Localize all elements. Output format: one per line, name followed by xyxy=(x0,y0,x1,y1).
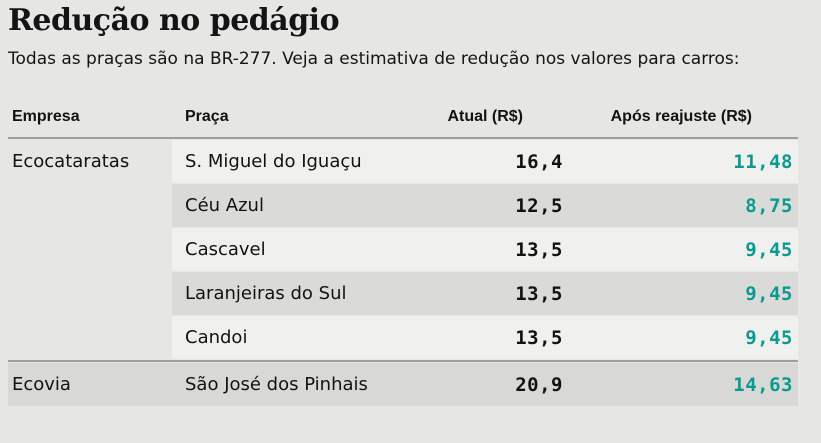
table-row: Ecocataratas S. Miguel do Iguaçu 16,4 11… xyxy=(8,140,798,183)
cell-atual: 12,5 xyxy=(515,194,563,217)
cell-apos-reajuste: 8,75 xyxy=(745,194,793,217)
cell-praca: S. Miguel do Iguaçu xyxy=(185,151,362,172)
cell-empresa xyxy=(8,184,172,227)
row-stripe: Laranjeiras do Sul 13,5 9,45 xyxy=(172,272,798,315)
table-row: Cascavel 13,5 9,45 xyxy=(8,228,798,271)
table-row: Céu Azul 12,5 8,75 xyxy=(8,184,798,227)
cell-apos-reajuste: 11,48 xyxy=(733,150,793,173)
company-group-divider xyxy=(8,360,798,362)
cell-atual: 16,4 xyxy=(515,150,563,173)
row-stripe: Céu Azul 12,5 8,75 xyxy=(172,184,798,227)
cell-praca: Candoi xyxy=(185,327,248,348)
row-stripe: Cascavel 13,5 9,45 xyxy=(172,228,798,271)
page-title: Redução no pedágio xyxy=(8,3,340,38)
toll-table: Empresa Praça Atual (R$) Após reajuste (… xyxy=(8,97,798,406)
cell-praca: Cascavel xyxy=(185,239,266,260)
page-subtitle: Todas as praças são na BR-277. Veja a es… xyxy=(8,49,740,69)
cell-praca: Céu Azul xyxy=(185,195,264,216)
cell-praca: Laranjeiras do Sul xyxy=(185,283,347,304)
cell-apos-reajuste: 9,45 xyxy=(745,282,793,305)
cell-empresa xyxy=(8,316,172,359)
header-divider xyxy=(8,137,798,139)
table-row: Candoi 13,5 9,45 xyxy=(8,316,798,359)
cell-apos-reajuste: 9,45 xyxy=(745,238,793,261)
table-header-row: Empresa Praça Atual (R$) Após reajuste (… xyxy=(8,97,798,137)
cell-atual: 13,5 xyxy=(515,238,563,261)
cell-empresa xyxy=(8,228,172,271)
row-stripe: Candoi 13,5 9,45 xyxy=(172,316,798,359)
cell-atual: 20,9 xyxy=(515,373,563,396)
col-header-apos-reajuste: Após reajuste (R$) xyxy=(610,108,752,125)
table-row: Laranjeiras do Sul 13,5 9,45 xyxy=(8,272,798,315)
cell-atual: 13,5 xyxy=(515,326,563,349)
cell-empresa: Ecovia xyxy=(12,374,71,395)
row-stripe: S. Miguel do Iguaçu 16,4 11,48 xyxy=(172,140,798,183)
cell-atual: 13,5 xyxy=(515,282,563,305)
cell-empresa xyxy=(8,272,172,315)
col-header-praca: Praça xyxy=(185,108,229,125)
row-stripe: São José dos Pinhais 20,9 14,63 xyxy=(172,363,798,406)
cell-empresa: Ecocataratas xyxy=(12,151,130,172)
col-header-atual: Atual (R$) xyxy=(447,108,523,125)
cell-praca: São José dos Pinhais xyxy=(185,374,368,395)
cell-apos-reajuste: 14,63 xyxy=(733,373,793,396)
cell-apos-reajuste: 9,45 xyxy=(745,326,793,349)
col-header-empresa: Empresa xyxy=(12,108,80,125)
table-row: Ecovia São José dos Pinhais 20,9 14,63 xyxy=(8,363,798,406)
